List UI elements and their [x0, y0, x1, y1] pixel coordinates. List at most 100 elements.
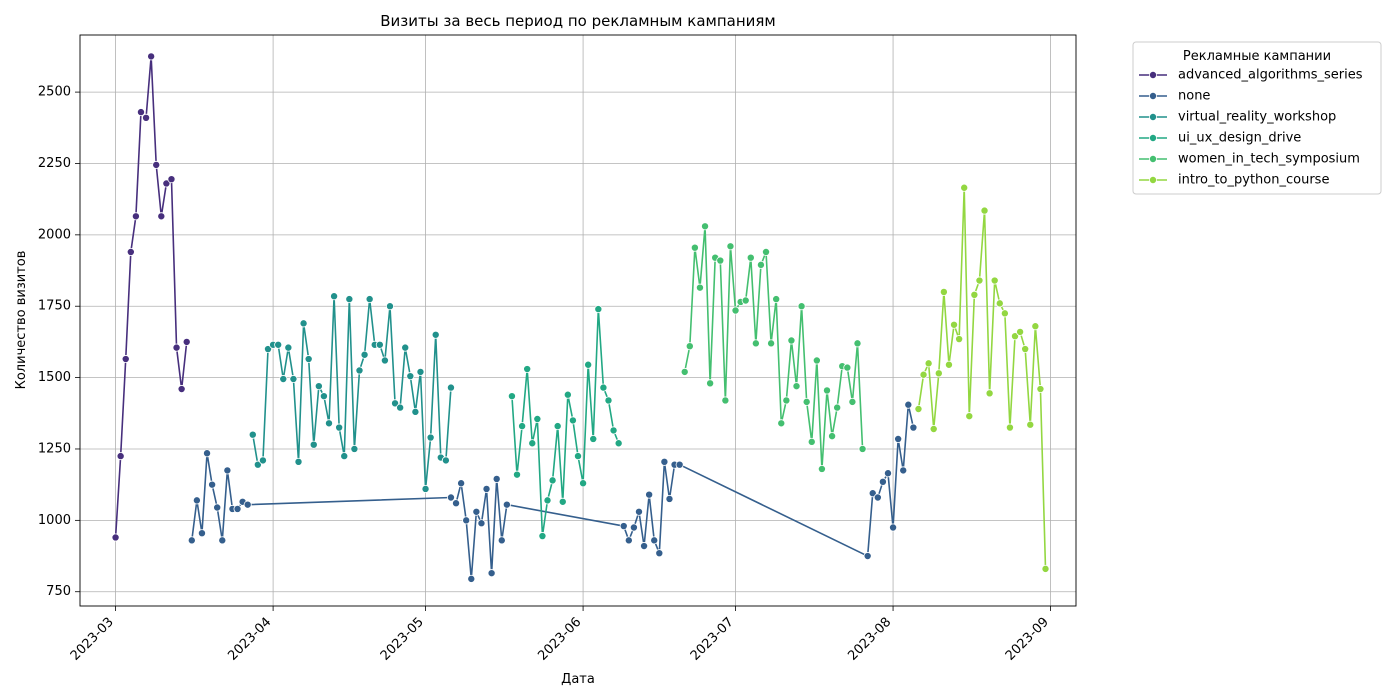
legend-label: virtual_reality_workshop: [1178, 110, 1336, 125]
data-point: [213, 503, 222, 512]
data-point: [792, 382, 801, 391]
data-point: [1031, 322, 1040, 331]
data-point: [751, 339, 760, 348]
data-point: [568, 416, 577, 425]
data-point: [655, 549, 664, 558]
data-point: [619, 522, 628, 531]
legend-box: [1132, 41, 1382, 195]
data-point: [116, 452, 125, 461]
data-point: [477, 519, 486, 528]
data-point: [660, 457, 669, 466]
data-point: [142, 113, 151, 122]
data-point: [909, 423, 918, 432]
data-point: [533, 414, 542, 423]
data-point: [716, 256, 725, 265]
data-point: [345, 295, 354, 304]
data-point: [899, 466, 908, 475]
data-point: [787, 336, 796, 345]
data-point: [807, 437, 816, 446]
data-point: [203, 449, 212, 458]
data-point: [828, 432, 837, 441]
data-point: [441, 456, 450, 465]
y-tick-label: 1500: [38, 370, 71, 385]
data-point: [446, 493, 455, 502]
data-point: [385, 302, 394, 311]
y-tick-label: 1000: [38, 513, 71, 528]
grid: [80, 35, 1076, 606]
x-tick-label: 2023-06: [535, 615, 584, 664]
data-point: [624, 536, 633, 545]
data-point: [777, 419, 786, 428]
y-tick-label: 1750: [38, 299, 71, 314]
series-lines: [111, 52, 1050, 583]
data-point: [248, 430, 257, 439]
data-point: [126, 247, 135, 256]
series-women_in_tech_symposium: [680, 222, 867, 473]
data-point: [741, 296, 750, 305]
series-line: [511, 308, 620, 537]
legend-item: virtual_reality_workshop: [1139, 110, 1336, 125]
series-line: [251, 295, 452, 490]
data-point: [563, 390, 572, 399]
data-point: [685, 342, 694, 351]
data-point: [873, 493, 882, 502]
series-advanced_algorithms_series: [111, 52, 191, 542]
data-point: [797, 302, 806, 311]
legend-item: women_in_tech_symposium: [1139, 152, 1360, 167]
series-intro_to_python_course: [914, 183, 1050, 573]
series-ui_ux_design_drive: [507, 305, 623, 541]
data-point: [218, 536, 227, 545]
data-point: [980, 206, 989, 215]
legend: Рекламные кампании advanced_algorithms_s…: [1132, 41, 1382, 195]
data-point: [264, 345, 273, 354]
data-point: [950, 320, 959, 329]
data-point: [701, 222, 710, 231]
data-point: [629, 523, 638, 532]
data-point: [502, 500, 511, 509]
data-point: [421, 484, 430, 493]
data-point: [528, 439, 537, 448]
data-point: [919, 370, 928, 379]
data-point: [634, 507, 643, 516]
data-point: [497, 536, 506, 545]
data-point: [431, 330, 440, 339]
data-point: [579, 479, 588, 488]
data-point: [604, 396, 613, 405]
legend-label: women_in_tech_symposium: [1178, 152, 1360, 167]
data-point: [665, 494, 674, 503]
data-point: [416, 367, 425, 376]
data-point: [640, 542, 649, 551]
data-point: [614, 439, 623, 448]
data-point: [162, 179, 171, 188]
data-point: [904, 400, 913, 409]
data-point: [548, 476, 557, 485]
y-axis-label: Количество визитов: [14, 251, 29, 390]
data-point: [955, 335, 964, 344]
data-point: [924, 359, 933, 368]
data-point: [929, 424, 938, 433]
data-point: [1021, 345, 1030, 354]
data-point: [187, 536, 196, 545]
data-point: [1036, 385, 1045, 394]
data-point: [863, 552, 872, 561]
data-point: [883, 469, 892, 478]
data-point: [375, 340, 384, 349]
legend-label: intro_to_python_course: [1178, 173, 1329, 188]
data-point: [746, 253, 755, 262]
data-point: [985, 389, 994, 398]
data-point: [944, 360, 953, 369]
data-point: [507, 392, 516, 401]
data-point: [706, 379, 715, 388]
x-tick-label: 2023-09: [1003, 615, 1052, 664]
data-point: [589, 434, 598, 443]
legend-label: none: [1178, 89, 1210, 104]
data-point: [894, 434, 903, 443]
data-point: [299, 319, 308, 328]
data-point: [762, 247, 771, 256]
legend-marker: [1149, 133, 1158, 142]
data-point: [939, 287, 948, 296]
data-point: [157, 212, 166, 221]
legend-item: advanced_algorithms_series: [1139, 68, 1363, 83]
data-point: [457, 479, 466, 488]
data-point: [889, 523, 898, 532]
